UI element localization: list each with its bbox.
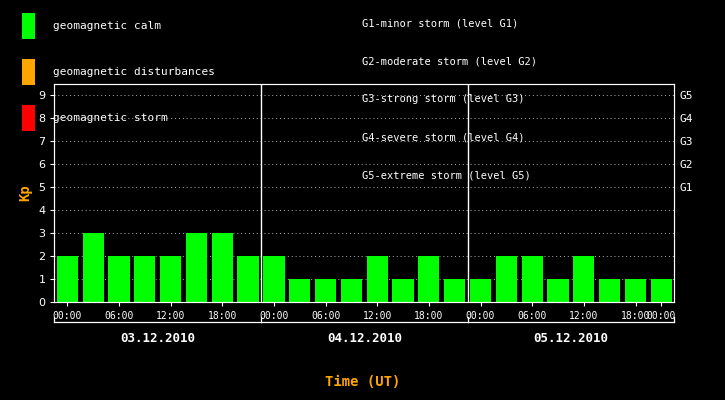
Bar — [367, 256, 388, 302]
Text: geomagnetic disturbances: geomagnetic disturbances — [53, 67, 215, 77]
Text: Time (UT): Time (UT) — [325, 375, 400, 389]
Bar — [470, 279, 491, 302]
Text: geomagnetic storm: geomagnetic storm — [53, 113, 167, 123]
Text: 03.12.2010: 03.12.2010 — [120, 332, 195, 344]
Bar — [521, 256, 543, 302]
Text: G3-strong storm (level G3): G3-strong storm (level G3) — [362, 94, 525, 104]
Bar — [238, 256, 259, 302]
Bar — [496, 256, 517, 302]
Bar — [108, 256, 130, 302]
Bar — [83, 233, 104, 302]
Bar — [186, 233, 207, 302]
Bar — [599, 279, 621, 302]
Text: G1-minor storm (level G1): G1-minor storm (level G1) — [362, 18, 519, 28]
Bar — [160, 256, 181, 302]
Bar — [547, 279, 568, 302]
Bar — [315, 279, 336, 302]
Text: geomagnetic calm: geomagnetic calm — [53, 21, 161, 31]
Bar — [573, 256, 594, 302]
Bar — [263, 256, 284, 302]
Text: G5-extreme storm (level G5): G5-extreme storm (level G5) — [362, 170, 531, 180]
Bar — [134, 256, 155, 302]
Bar — [651, 279, 672, 302]
Text: G2-moderate storm (level G2): G2-moderate storm (level G2) — [362, 56, 537, 66]
Bar — [57, 256, 78, 302]
Bar — [625, 279, 646, 302]
Bar — [444, 279, 465, 302]
Text: G4-severe storm (level G4): G4-severe storm (level G4) — [362, 132, 525, 142]
Bar — [392, 279, 414, 302]
Bar — [341, 279, 362, 302]
Y-axis label: Kp: Kp — [19, 185, 33, 201]
Bar — [212, 233, 233, 302]
Bar — [289, 279, 310, 302]
Text: 04.12.2010: 04.12.2010 — [327, 332, 402, 344]
Bar — [418, 256, 439, 302]
Text: 05.12.2010: 05.12.2010 — [534, 332, 608, 344]
